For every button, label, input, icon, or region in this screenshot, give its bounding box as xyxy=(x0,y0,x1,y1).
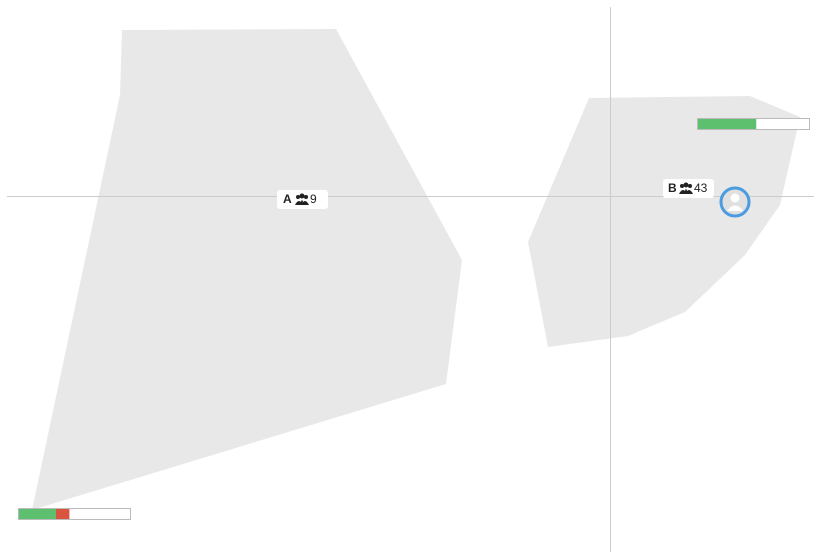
cluster-name: B xyxy=(668,181,677,195)
progress-green xyxy=(698,119,757,129)
progress-red xyxy=(55,509,70,519)
label-box xyxy=(663,179,714,198)
cluster-label[interactable]: A 9 xyxy=(277,190,328,209)
cluster-area xyxy=(32,29,462,510)
progress-track xyxy=(18,508,131,520)
avatar[interactable] xyxy=(719,186,751,218)
people-icon xyxy=(679,182,693,194)
progress-green xyxy=(19,509,56,519)
cluster-count: 43 xyxy=(694,181,708,195)
label-box xyxy=(277,190,328,209)
cluster-name: A xyxy=(283,192,292,206)
people-icon xyxy=(295,193,309,205)
cluster-count: 9 xyxy=(310,192,317,206)
cluster-area xyxy=(528,96,800,347)
cluster-label[interactable]: B 43 xyxy=(663,179,714,198)
